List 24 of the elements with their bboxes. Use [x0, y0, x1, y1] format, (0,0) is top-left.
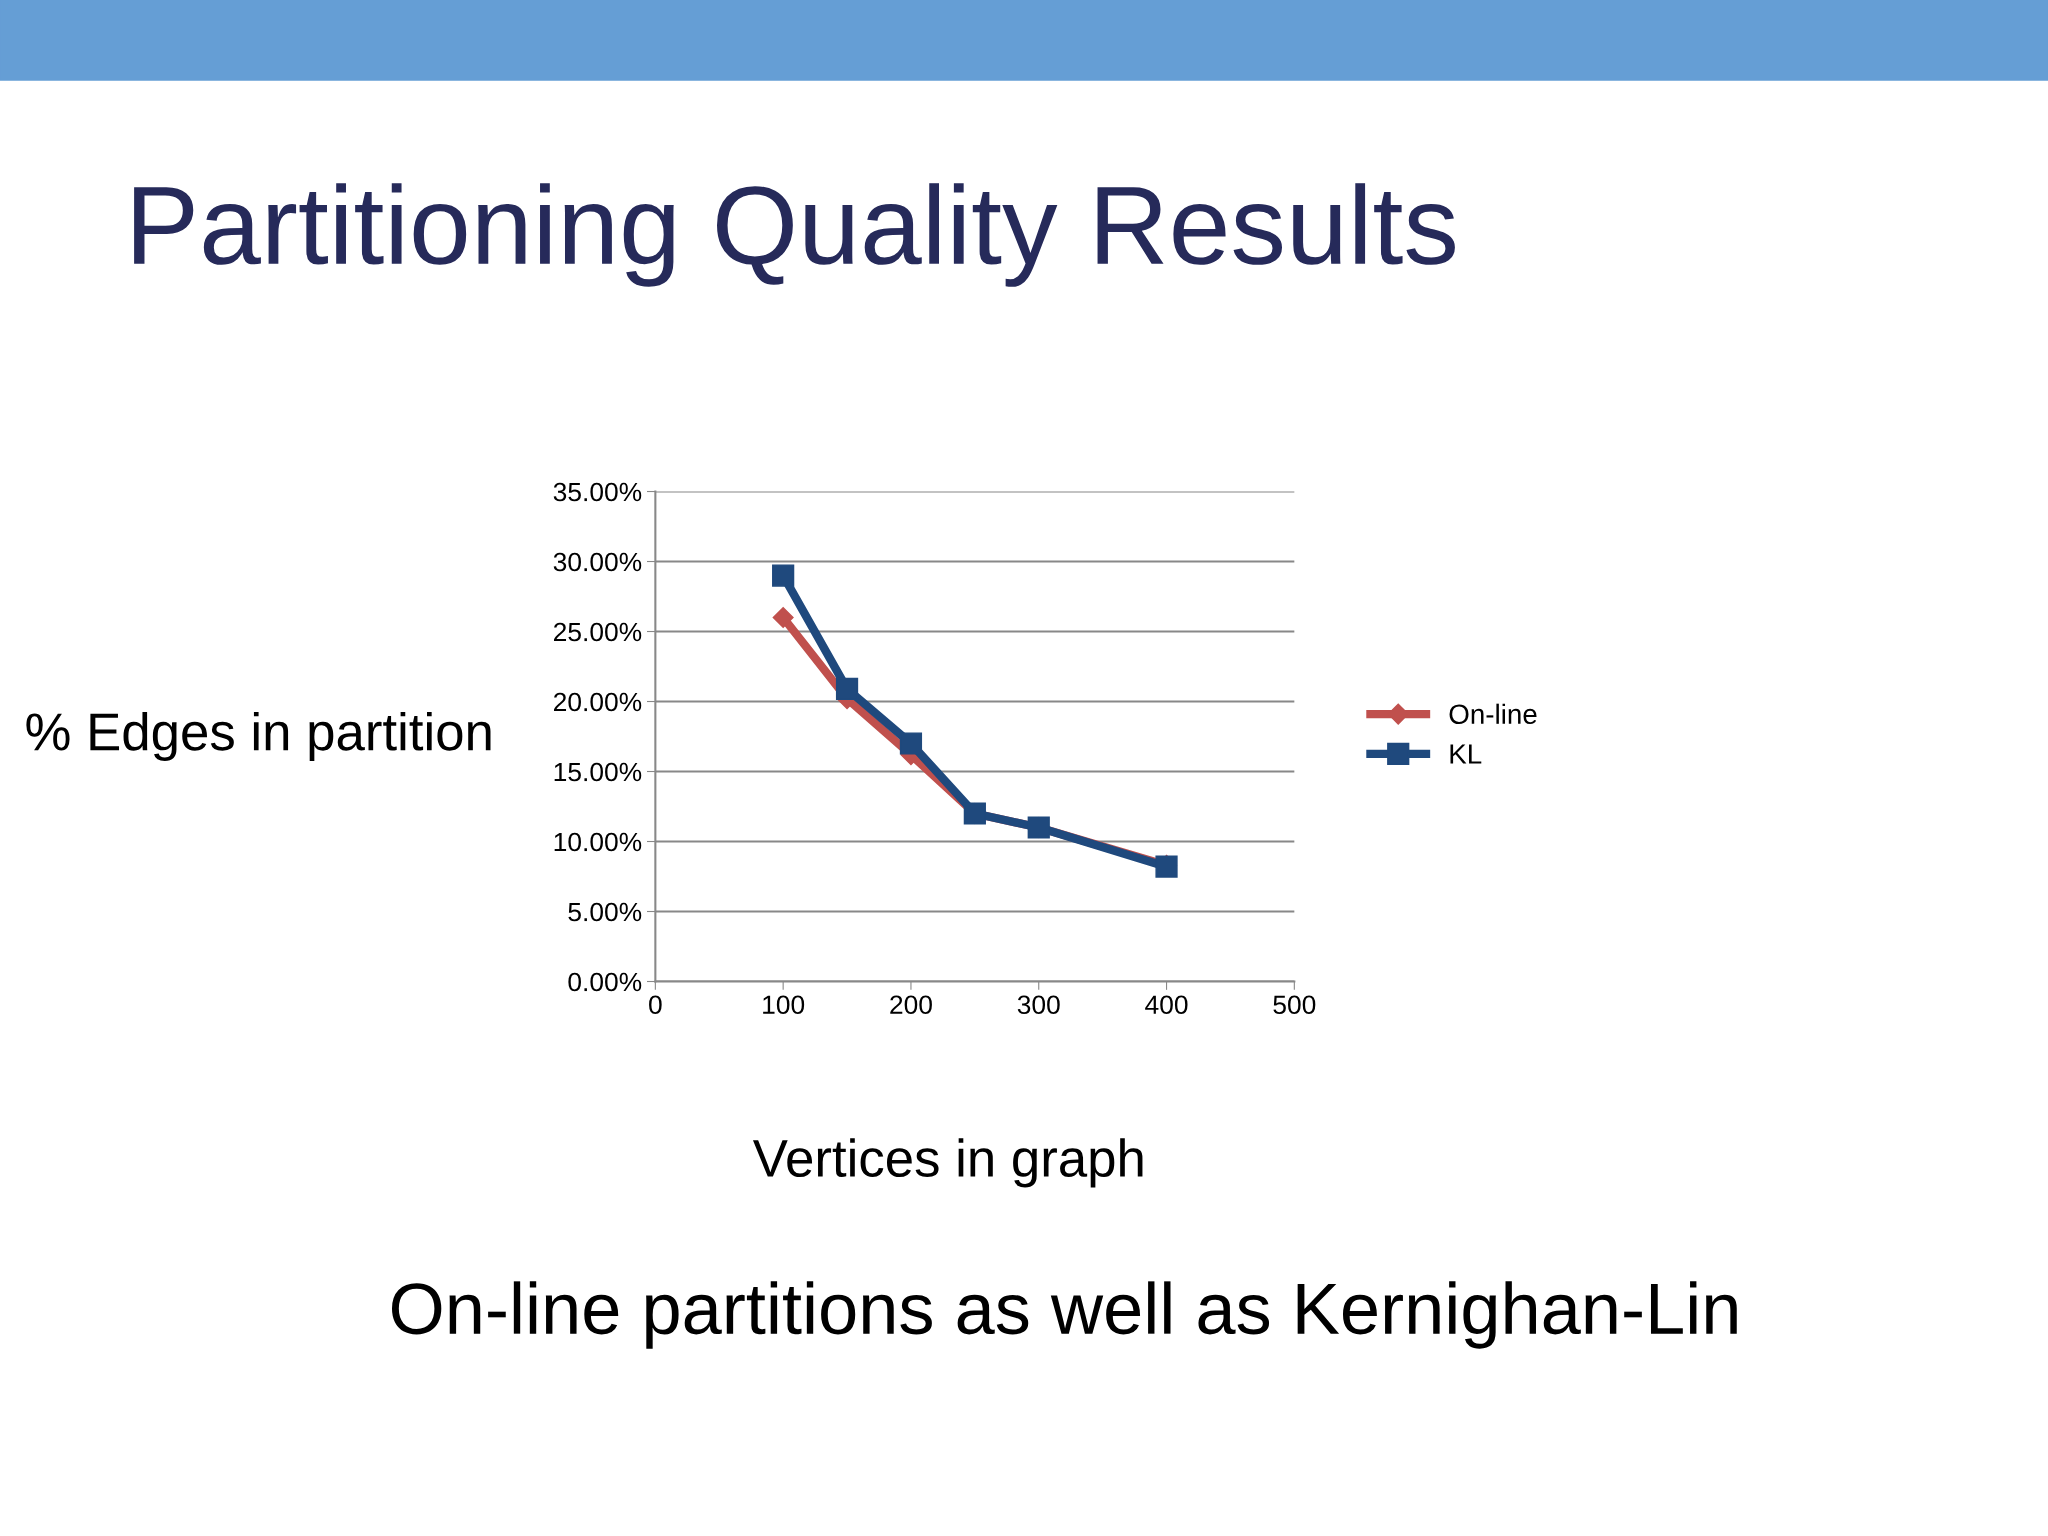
- x-tick-label: 500: [1273, 995, 1316, 1015]
- legend-label: On-line: [1449, 703, 1537, 725]
- y-tick-label: 5.00%: [568, 902, 642, 922]
- x-tick-label: 0: [649, 995, 662, 1015]
- y-tick-label: 30.00%: [553, 552, 642, 572]
- y-tick-label: 0.00%: [568, 972, 642, 992]
- x-tick-label: 200: [890, 995, 932, 1015]
- point: [899, 732, 923, 755]
- point: [835, 677, 859, 701]
- chart-title: Partitioning Quality Results: [134, 183, 1455, 287]
- y-tick-label: 15.00%: [554, 762, 642, 782]
- y-tick-label: 20.00%: [554, 692, 642, 712]
- y-tick-label: 25.00%: [554, 622, 642, 642]
- text: On-line partitions as well as Kernighan-Lin: [391, 1281, 1737, 1349]
- legend-label: KL: [1450, 744, 1482, 764]
- point: [772, 606, 794, 629]
- y-axis-title: % Edges in partition: [26, 711, 491, 762]
- x-tick-label: 400: [1145, 995, 1188, 1015]
- y-tick-label: 10.00%: [554, 832, 642, 852]
- x-tick-label: 300: [1017, 995, 1060, 1015]
- point: [772, 564, 795, 587]
- x-tick-label: 100: [763, 995, 805, 1015]
- x-axis-title: Vertices in graph: [752, 1138, 1143, 1188]
- y-tick-label: 35.00%: [553, 482, 642, 502]
